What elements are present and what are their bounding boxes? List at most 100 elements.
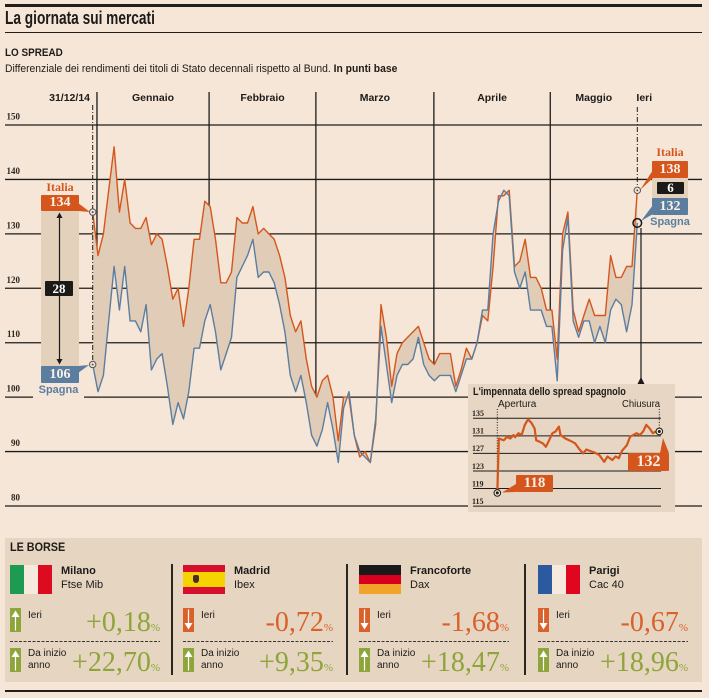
end-italia-callout-tail — [640, 170, 653, 190]
market-francoforte: Francoforte Dax Ieri -1,68% Da inizio ann… — [359, 0, 509, 698]
percent-sign: % — [150, 661, 160, 674]
ytd-label-line2: anno — [28, 660, 51, 672]
end-italia-value-badge: 138 — [652, 161, 688, 178]
ieri-change: +0,18% — [10, 607, 160, 643]
spread-section-title: LO SPREAD — [5, 46, 63, 59]
ytd-label: Da inizio anno — [556, 648, 594, 673]
ytd-change-value: +9,35 — [259, 646, 324, 678]
marker-dot — [657, 429, 661, 433]
main-date-guides — [92, 105, 638, 361]
arrow-down-icon — [183, 608, 194, 632]
ieri-label: Ieri — [377, 610, 391, 622]
arrow-up-icon — [10, 608, 21, 632]
borse-section-title: LE BORSE — [10, 539, 66, 554]
ytd-label: Da inizio anno — [28, 648, 66, 673]
y-tick-label: 80 — [11, 493, 21, 503]
arrow-up-icon — [637, 377, 645, 384]
inset-y-tick-label: 135 — [472, 409, 484, 418]
y-tick-label: 150 — [7, 112, 21, 122]
marker-dot — [91, 211, 94, 214]
spread-gap-area — [92, 146, 638, 463]
header-bottom-rule — [5, 31, 702, 33]
end-spagna-label: Spagna — [650, 216, 690, 228]
end-date-label: Ieri — [636, 92, 652, 104]
borse-panel — [5, 538, 702, 682]
percent-sign: % — [499, 661, 509, 674]
ytd-change-value: +18,47 — [421, 646, 500, 678]
percent-sign: % — [499, 621, 509, 634]
open-callout-tail — [502, 484, 516, 493]
arrow-up-icon — [56, 212, 63, 218]
market-city: Parigi — [589, 565, 620, 577]
open-marker — [493, 489, 502, 497]
close-callout-tail — [660, 438, 669, 453]
market-city: Francoforte — [410, 565, 472, 577]
start-gap-value-badge: 28 — [45, 281, 73, 296]
marker-dot — [495, 491, 499, 495]
main-series-layer — [92, 146, 638, 464]
header-top-rule — [5, 4, 702, 7]
ieri-change-value: -1,68 — [441, 606, 500, 638]
end-marker-italia — [633, 186, 641, 195]
start-spagna-callout-tail — [78, 365, 89, 373]
marker-dot — [636, 189, 639, 192]
y-tick-label: 140 — [7, 166, 21, 176]
arrow-down-icon — [359, 608, 370, 632]
start-italia-label: Italia — [46, 180, 74, 194]
inset-y-tick-label: 119 — [472, 479, 484, 488]
start-marker-spagna — [89, 360, 97, 369]
ytd-change-value: +22,70 — [72, 646, 151, 678]
spain-flag-icon — [183, 565, 225, 594]
inset-box — [468, 384, 675, 512]
arrow-down-icon — [56, 359, 63, 365]
market-city: Milano — [61, 565, 96, 577]
y-tick-label: 120 — [7, 275, 21, 285]
month-label: Maggio — [575, 92, 612, 104]
ytd-label: Da inizio anno — [201, 648, 239, 673]
inset-frame — [468, 228, 675, 512]
ytd-change: +18,47% — [359, 646, 509, 683]
y-tick-label: 90 — [11, 438, 21, 448]
month-label: Aprile — [477, 92, 507, 104]
market-milano: Milano Ftse Mib Ieri +0,18% Da inizio ann… — [10, 0, 160, 698]
inset-y-tick-label: 115 — [472, 497, 484, 506]
germany-flag-icon — [359, 565, 401, 595]
end-marker-spagna — [632, 217, 643, 229]
close-marker — [655, 427, 664, 436]
inset-close-value-badge: 132 — [628, 453, 669, 471]
start-italia-value-badge: 134 — [41, 195, 79, 211]
market-madrid: Madrid Ibex Ieri -0,72% Da inizio anno +9… — [183, 0, 333, 698]
france-flag-icon — [538, 565, 580, 594]
market-city: Madrid — [234, 565, 271, 577]
spread-subtitle: Differenziale dei rendimenti dei titoli … — [5, 64, 397, 75]
row-separator — [183, 641, 333, 642]
start-date-label: 31/12/14 — [49, 92, 90, 104]
inset-y-tick-label: 131 — [472, 427, 484, 436]
ieri-change-value: -0,67 — [620, 606, 679, 638]
inset-annotation-shapes — [502, 438, 669, 493]
percent-sign: % — [678, 621, 688, 634]
inset-y-tick-label: 123 — [472, 462, 484, 471]
start-italia-callout-tail — [78, 203, 90, 212]
italy-flag-icon — [10, 565, 52, 594]
month-label: Febbraio — [240, 92, 284, 104]
ieri-label: Ieri — [201, 610, 215, 622]
month-label: Gennaio — [132, 92, 174, 104]
inset-y-tick-label: 127 — [472, 444, 484, 453]
inset-chart: 135 131 127 123 119 115 — [472, 409, 664, 507]
series-line-italia — [92, 146, 638, 464]
ieri-change: -0,67% — [538, 606, 689, 643]
main-x-axis: Gennaio Febbraio Marzo Aprile Maggio 31/12/14… — [49, 92, 652, 395]
ieri-change-value: -0,72 — [265, 606, 324, 638]
y-tick-label: 130 — [7, 220, 21, 230]
percent-sign: % — [678, 661, 688, 674]
arrow-up-icon — [359, 648, 370, 672]
percent-sign: % — [323, 661, 333, 674]
arrow-up-icon — [10, 648, 21, 672]
ytd-label-line1: Da inizio — [556, 647, 595, 659]
ytd-label-line1: Da inizio — [201, 647, 240, 659]
ytd-label: Da inizio anno — [377, 648, 415, 673]
inset-series-line-spagna — [496, 418, 660, 493]
ytd-label-line1: Da inizio — [377, 647, 416, 659]
ytd-label-line2: anno — [556, 660, 579, 672]
